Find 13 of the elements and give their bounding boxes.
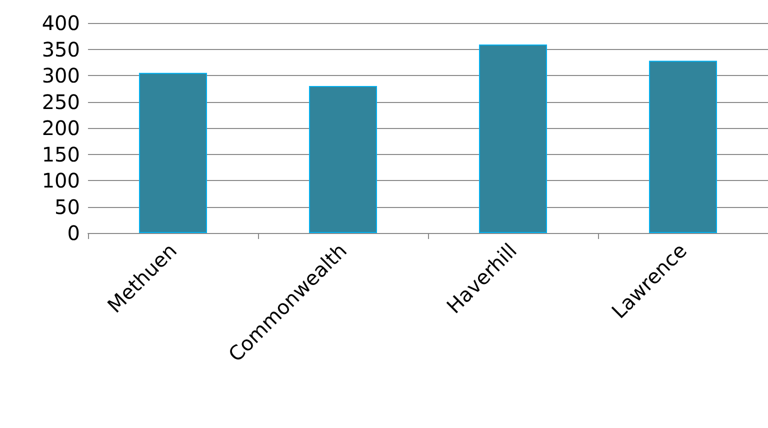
bar: [649, 60, 717, 233]
y-tick-label: 150: [42, 142, 80, 166]
y-tick-label: 250: [42, 90, 80, 114]
y-tick-label: 400: [42, 11, 80, 35]
bar: [309, 86, 377, 233]
y-tick-label: 350: [42, 37, 80, 62]
y-tick-label: 300: [42, 64, 80, 88]
bar: [139, 72, 207, 233]
y-tick-label: 200: [42, 116, 80, 140]
bar: [479, 44, 547, 233]
y-tick-label: 50: [54, 194, 80, 219]
y-tick-label: 100: [42, 168, 80, 192]
y-tick-label: 0: [67, 221, 80, 245]
